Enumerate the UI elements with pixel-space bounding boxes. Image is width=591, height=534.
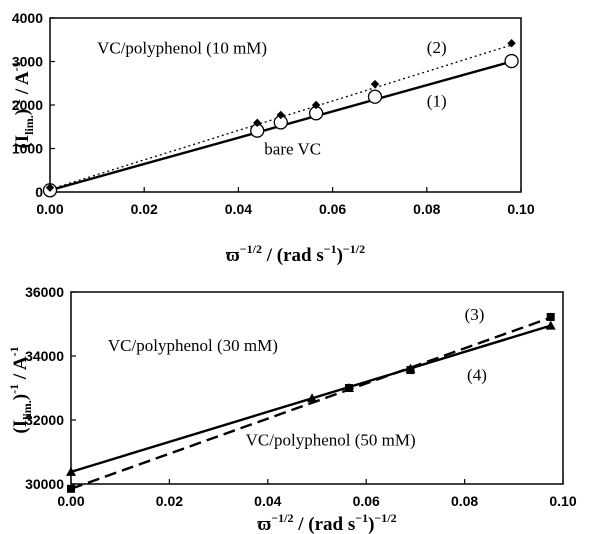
y-tick-label: 3000: [12, 54, 43, 70]
x-tick-label: 0.00: [36, 201, 63, 217]
x-axis-label-part: −1/2: [374, 511, 396, 525]
x-axis-label-part: ): [337, 245, 343, 266]
x-tick-label: 0.04: [225, 201, 252, 217]
x-axis-label-part: / (rad s: [293, 514, 355, 534]
y-axis-label-part: ): [12, 109, 33, 115]
x-axis-label-part: ϖ: [257, 514, 271, 534]
y-axis-label-part: (I: [12, 135, 33, 149]
panel-2: 0.00 0.02 0.04 0.06 0.08 0.10 30000 32000 34000 3…: [7, 284, 577, 534]
point-series-2: [45, 183, 55, 192]
x-tick-label: 0.06: [319, 201, 346, 217]
point-series-2: [253, 118, 262, 128]
point-series-2: [276, 110, 285, 120]
annotation: bare VC: [264, 140, 321, 159]
x-axis-label-part: ): [368, 514, 374, 534]
point-series-2: [507, 39, 516, 48]
y-axis-label-part: -1: [9, 99, 23, 109]
annotation: VC/polyphenol (10 mM): [97, 39, 267, 58]
point-series-4: [307, 393, 318, 403]
x-axis-label: ϖ−1/2 / (rad s−1)−1/2: [257, 511, 396, 534]
y-axis-label-part: / A: [10, 356, 31, 384]
y-axis-label-part: ): [10, 394, 31, 400]
fit-line-3: [70, 316, 552, 490]
x-axis-label-part: ϖ: [226, 245, 240, 266]
x-axis-label-part: / (rad s: [262, 245, 324, 266]
y-tick-label: 36000: [25, 284, 64, 300]
x-axis-label: ϖ−1/2 / (rad s−1)−1/2: [226, 242, 365, 266]
x-axis-label-part: −1: [324, 242, 337, 256]
y-tick-label: 2000: [12, 97, 43, 113]
annotation: VC/polyphenol (50 mM): [246, 431, 416, 450]
x-tick-label: 0.02: [156, 493, 183, 509]
x-tick-label: 0.00: [57, 493, 84, 509]
x-tick-label: 0.06: [353, 493, 380, 509]
y-tick-label: 34000: [25, 348, 64, 364]
x-tick-label: 0.04: [254, 493, 281, 509]
annotation: (4): [467, 366, 487, 385]
y-axis-label-part: -1: [7, 346, 21, 356]
plot-frame: [70, 291, 564, 485]
x-tick-label: 0.02: [131, 201, 158, 217]
x-axis-label-part: −1: [355, 511, 368, 525]
x-axis-label-part: −1/2: [343, 242, 365, 256]
annotation: (2): [427, 38, 447, 57]
point-series-4: [545, 320, 556, 330]
point-series-4: [66, 466, 76, 476]
x-tick-label: 0.08: [451, 493, 478, 509]
panel-1: 0.00 0.02 0.04 0.06 0.08 0.10 0 1000 2000 3000 400…: [9, 10, 535, 266]
point-series-3: [67, 484, 75, 493]
x-tick-label: 0.08: [413, 201, 440, 217]
point-series-1: [367, 89, 383, 104]
y-axis-label: (Ilim.)-1 / A-1: [9, 61, 36, 148]
y-axis-label-part: / A: [12, 71, 33, 99]
y-tick-label: 30000: [25, 476, 64, 492]
point-series-1: [504, 53, 519, 69]
y-axis-label-part: (I: [10, 420, 31, 434]
y-axis-label-part: lim.: [22, 115, 36, 135]
annotation: VC/polyphenol (30 mM): [108, 336, 278, 355]
y-tick-label: 1000: [12, 141, 43, 157]
x-tick-label: 0.10: [507, 201, 534, 217]
point-series-4: [343, 383, 354, 392]
x-axis-label-part: −1/2: [240, 242, 262, 256]
y-axis-label-part: lim.: [20, 400, 34, 420]
x-tick-label: 0.10: [549, 493, 576, 509]
y-tick-label: 32000: [25, 412, 64, 428]
y-axis-label: (Ilim.)-1 / A-1: [7, 346, 34, 433]
point-series-4: [405, 363, 416, 373]
x-axis-label-part: −1/2: [271, 511, 293, 525]
y-tick-label: 4000: [12, 10, 43, 26]
point-series-2: [370, 79, 380, 89]
y-tick-label: 0: [35, 184, 43, 200]
annotation: (1): [427, 91, 447, 110]
point-series-3: [546, 312, 555, 321]
annotation: (3): [465, 305, 485, 324]
y-axis-label-part: -1: [9, 61, 23, 71]
point-series-2: [311, 100, 321, 110]
y-axis-label-part: -1: [7, 384, 21, 394]
